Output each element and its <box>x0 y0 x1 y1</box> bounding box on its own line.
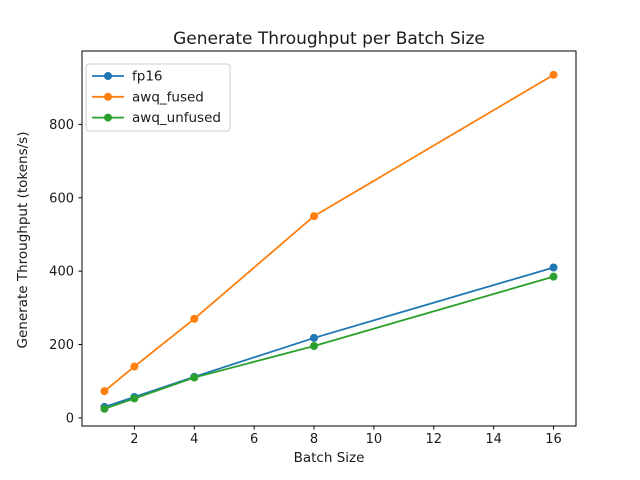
y-tick-label: 600 <box>49 191 74 206</box>
data-point-awq_fused <box>130 362 139 371</box>
data-point-awq_unfused <box>190 373 199 382</box>
data-point-awq_fused <box>100 387 109 396</box>
data-point-fp16 <box>310 333 319 342</box>
data-point-awq_fused <box>549 70 558 79</box>
data-point-awq_unfused <box>310 342 319 351</box>
x-tick-label: 2 <box>130 432 138 447</box>
data-point-fp16 <box>549 263 558 272</box>
y-tick-label: 400 <box>49 265 74 280</box>
y-tick-label: 0 <box>66 411 74 426</box>
legend-label: awq_fused <box>132 89 204 105</box>
x-tick-label: 6 <box>250 432 258 447</box>
x-tick-label: 16 <box>545 432 562 447</box>
legend-marker <box>104 113 112 122</box>
x-tick-label: 14 <box>485 432 502 447</box>
x-tick-label: 12 <box>426 432 443 447</box>
data-point-awq_fused <box>190 314 199 323</box>
legend-label: awq_unfused <box>132 110 221 126</box>
legend: fp16 awq_fused awq_unfused <box>85 63 231 132</box>
legend-label: fp16 <box>132 69 163 85</box>
y-tick-label: 800 <box>49 118 74 133</box>
legend-box <box>85 63 231 132</box>
data-point-awq_fused <box>310 212 319 221</box>
x-tick-label: 4 <box>190 432 198 447</box>
legend-marker <box>104 72 112 80</box>
series-line-awq_unfused <box>104 275 554 410</box>
chart-title: Generate Throughput per Batch Size <box>173 29 485 49</box>
y-tick-label: 200 <box>49 338 74 353</box>
y-axis-label: Generate Throughput (tokens/s) <box>15 131 31 349</box>
x-tick-label: 8 <box>310 432 318 447</box>
legend-marker <box>104 92 112 101</box>
x-axis-label: Batch Size <box>293 450 365 466</box>
x-tick-label: 10 <box>366 432 383 447</box>
plot-border <box>81 50 577 427</box>
data-point-awq_unfused <box>100 404 109 413</box>
data-point-awq_unfused <box>549 272 558 281</box>
data-point-awq_unfused <box>130 394 139 403</box>
